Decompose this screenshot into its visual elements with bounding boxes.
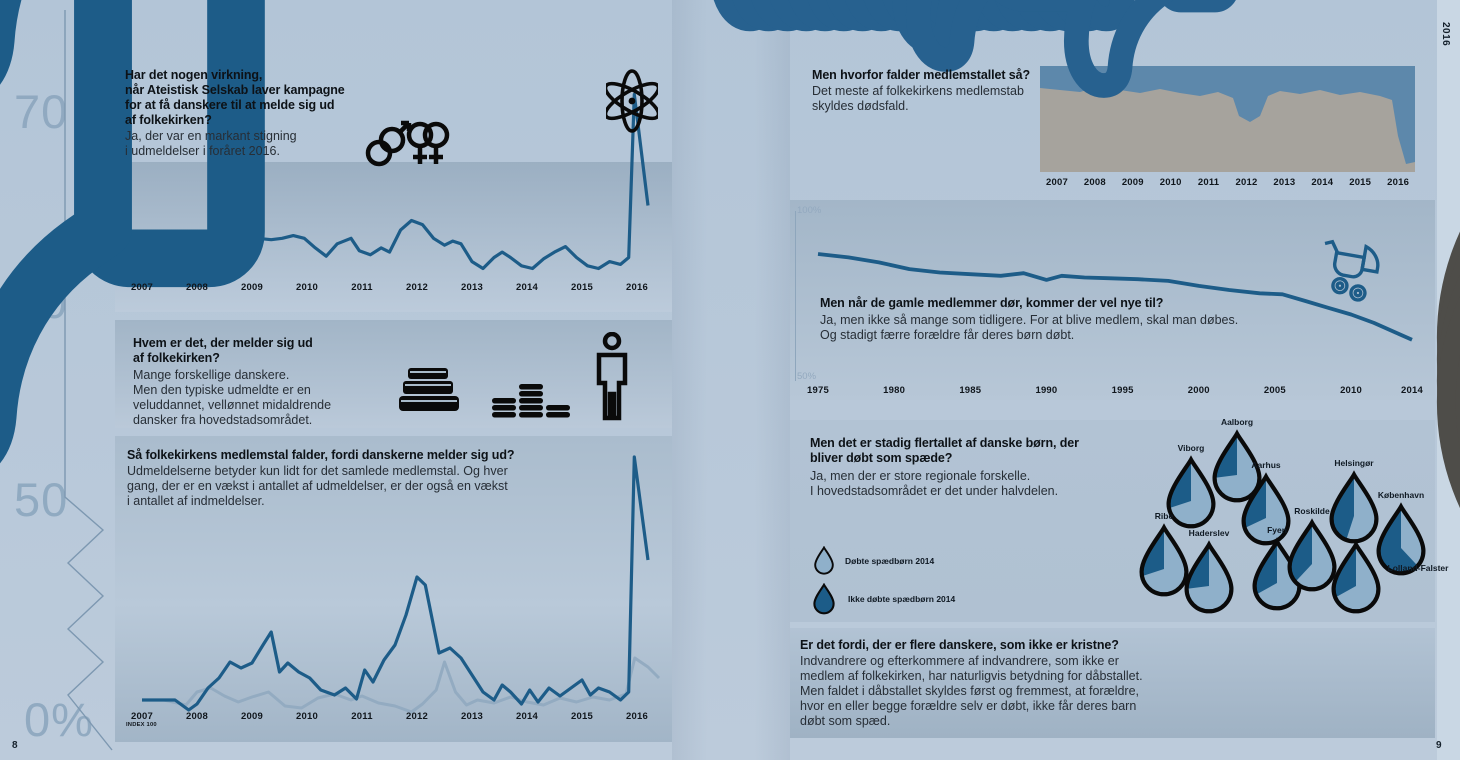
page-number-right: 9: [1436, 740, 1442, 751]
thumbs-down-icon: [921, 0, 1155, 20]
thumbs-down-icon: [865, 0, 1098, 20]
atom-icon: [606, 69, 658, 133]
thumbs-down-icon: [977, 0, 1211, 20]
thumbs-down-icon: [846, 0, 1080, 20]
answer-baptised-majority: Ja, men der er store regionale forskelle…: [810, 469, 1059, 498]
legend-baptised-label: Døbte spædbørn 2014: [845, 556, 935, 566]
thumbs-down-icon: [827, 0, 1061, 20]
corner-year-tab: 2016: [1440, 22, 1451, 47]
axis-label-100pct: 100%: [797, 205, 822, 216]
margin-scale-0pct: 0%: [24, 693, 94, 746]
pictogram-year-2008: 2008: [1083, 177, 1106, 188]
pictogram-year-2009: 2009: [1121, 177, 1144, 188]
pram-icon: [1324, 239, 1380, 302]
thumbs-down-icon: [940, 0, 1173, 20]
books-icon: [399, 368, 459, 411]
pictogram-year-2016: 2016: [1387, 177, 1410, 188]
answer-new-members: Ja, men ikke så mange som tidligere. For…: [820, 313, 1239, 342]
panel-non-christians: [790, 628, 1435, 738]
margin-scale-50: 50: [14, 473, 69, 526]
axis-label-50pct: 50%: [797, 371, 817, 382]
answer-who-leaves: Mange forskellige danskere. Men den typi…: [133, 368, 332, 427]
thumbs-down-icon: [958, 0, 1192, 20]
legend-droplet-baptised-icon: [814, 546, 834, 575]
question-who-leaves: Hvem er det, der melder sig ud af folkek…: [133, 336, 313, 365]
y-axis-line: [795, 211, 796, 381]
answer-non-christians: Indvandrere og efterkommere af indvandre…: [800, 654, 1143, 728]
answer-campaign-effect: Ja, der var en markant stigning i udmeld…: [125, 129, 297, 158]
question-campaign-effect: Har det nogen virkning, når Ateistisk Se…: [125, 68, 345, 127]
female-couple-icon: [406, 121, 450, 164]
thumbs-down-icon: [883, 0, 1117, 20]
question-non-christians: Er det fordi, der er flere danskere, som…: [800, 638, 1119, 652]
page-edge: [1437, 0, 1460, 760]
pictogram-year-2014: 2014: [1311, 177, 1334, 188]
thumbs-down-icon: [902, 0, 1136, 20]
thumbs-down-icon: [996, 0, 1230, 20]
question-baptised-majority: Men det er stadig flertallet af danske b…: [810, 436, 1079, 465]
question-why-falling: Men hvorfor falder medlemstallet så?: [812, 68, 1030, 82]
person-icon: [596, 332, 628, 421]
page-fold: [672, 0, 790, 760]
pictogram-year-2010: 2010: [1159, 177, 1182, 188]
coins-icon: [492, 384, 570, 418]
legend-not-baptised-label: Ikke døbte spædbørn 2014: [848, 594, 956, 604]
pictogram-year-2015: 2015: [1349, 177, 1372, 188]
thumbs-down-icon: [808, 0, 1042, 20]
page-number-left: 8: [12, 740, 18, 751]
pictogram-year-2011: 2011: [1197, 177, 1220, 188]
margin-zigzag-line: [64, 10, 113, 751]
question-membership-falls: Så folkekirkens medlemstal falder, fordi…: [127, 448, 515, 462]
index-100-note: INDEX 100: [126, 722, 157, 728]
panel-deaths-pictogram: [1040, 66, 1415, 172]
pictogram-year-2007: 2007: [1046, 177, 1068, 188]
answer-membership-falls: Udmeldelserne betyder kun lidt for det s…: [127, 464, 508, 508]
thumbs-down-icon: [790, 0, 1023, 20]
thumbs-down-icon: [836, 0, 1069, 61]
thumbs-down-icon: [771, 0, 1005, 20]
pictogram-year-2013: 2013: [1273, 177, 1296, 188]
pictogram-year-2012: 2012: [1235, 177, 1258, 188]
question-new-members: Men når de gamle medlemmer dør, kommer d…: [820, 296, 1164, 310]
panel-resignations-chart: [115, 162, 672, 312]
legend-droplet-not-baptised-icon: [813, 583, 835, 615]
answer-why-falling: Det meste af folkekirkens medlemstab sky…: [812, 84, 1024, 113]
thumbs-down-icon: [822, 0, 1055, 43]
